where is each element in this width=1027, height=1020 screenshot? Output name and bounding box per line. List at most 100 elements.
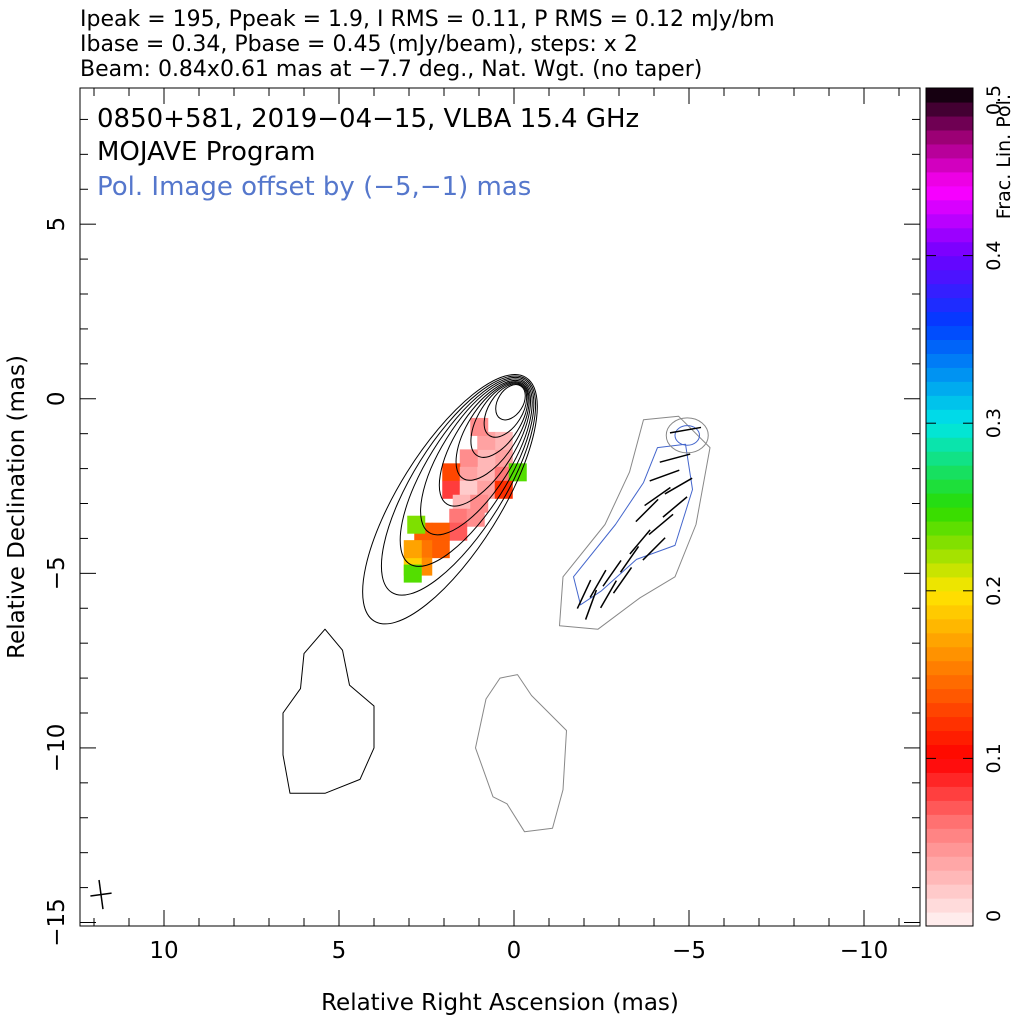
evpa-vector [642,537,666,561]
colorbar-swatch [926,213,973,229]
x-tick-label: −5 [672,938,706,964]
plot-frame [79,87,921,927]
colorbar-swatch [926,325,973,340]
x-tick-label: −10 [840,938,889,964]
colorbar-tick-label: 0.2 [983,576,1005,606]
colorbar-tick-label: 0.3 [983,408,1005,438]
header-line-3: Beam: 0.84x0.61 mas at −7.7 deg., Nat. W… [80,57,702,82]
colorbar-swatch [926,576,973,592]
plot-content [90,374,711,910]
colorbar-swatch [926,744,973,759]
intensity-contour [399,376,535,567]
evpa-vector [619,546,640,573]
evpa-vector [599,580,618,609]
colorbar-swatch [926,493,973,508]
colorbar-swatch [926,507,973,522]
colorbar-swatch [926,912,973,927]
frac-pol-pixel [403,564,422,583]
colorbar-swatch [926,157,973,173]
y-tick-label: 0 [44,391,70,406]
colorbar-swatch [926,842,973,857]
colorbar-tick-label: 0.4 [983,240,1005,270]
colorbar-swatch [926,758,973,773]
colorbar-swatch [926,451,973,466]
colorbar-swatch [926,409,973,424]
colorbar-swatch [926,716,973,732]
colorbar-swatch [926,227,973,243]
colorbar-swatch [926,297,973,313]
x-tick-label: 5 [332,938,347,964]
colorbar-swatch [926,828,973,843]
frac-pol-pixel [442,463,461,482]
colorbar-swatch [926,688,973,704]
intensity-contour [470,382,529,458]
intensity-contour [495,384,526,421]
colorbar-swatch [926,632,973,648]
x-tick-label: 10 [149,938,178,964]
frac-pol-pixel [470,494,489,513]
y-tick-label: −5 [44,556,70,590]
colorbar-swatch [926,241,973,257]
colorbar-swatch [926,381,973,396]
intensity-contour [380,375,537,596]
evpa-vector [644,486,671,507]
frac-pol-pixel [466,508,485,527]
colorbar-tick-label: 0 [983,910,1005,922]
beam-minor-axis [90,892,112,897]
colorbar-swatch [926,856,973,871]
colorbar-swatch [926,548,973,564]
y-tick-label: 5 [44,217,70,232]
evpa-vector [589,569,607,598]
intensity-contour [455,381,530,481]
colorbar-swatch [926,171,973,187]
evpa-vector [612,566,633,594]
colorbar-swatch [926,437,973,452]
frac-pol-pixel [449,508,468,527]
colorbar-swatch [926,772,973,787]
pol-knot-outer-contour [665,417,709,454]
y-tick-label: −15 [44,898,70,947]
colorbar-swatch [926,353,973,368]
colorbar-swatch [926,185,973,201]
colorbar-swatch [926,115,973,131]
intensity-contour [420,378,533,536]
colorbar-swatch [926,814,973,829]
intensity-contour [483,383,528,438]
colorbar-swatch [926,101,973,117]
evpa-vector [602,560,622,587]
colorbar-swatch [926,534,973,550]
colorbar: 0 0.1 0.2 0.3 0.4 0.5 [926,85,1005,927]
pol-inner-contour [573,443,693,606]
colorbar-swatch [926,339,973,354]
pol-knot-contour [674,425,700,446]
y-tick-label: −10 [44,724,70,773]
colorbar-swatch [926,898,973,913]
evpa-vector [664,477,693,495]
extended-intensity-contour [282,628,375,794]
colorbar-swatch [926,88,973,103]
colorbar-swatch [926,520,973,536]
colorbar-swatch [926,674,973,690]
evpa-vector [662,496,688,518]
colorbar-swatch [926,255,973,271]
intensity-contour [438,379,532,507]
colorbar-swatch [926,423,973,438]
colorbar-tick-label: 0.1 [983,743,1005,773]
pol-offset-annotation: Pol. Image offset by (−5,−1) mas [97,172,531,202]
colorbar-swatch [926,590,973,606]
colorbar-swatch [926,870,973,885]
axis-ticks: 10 5 0 −5 −10 5 0 −5 −10 −15 [44,88,920,964]
colorbar-swatch [926,129,973,145]
colorbar-swatch [926,660,973,676]
colorbar-swatch [926,367,973,382]
colorbar-swatch [926,479,973,494]
evpa-vector [669,426,702,434]
colorbar-swatch [926,884,973,899]
colorbar-label: Frac. Lin. Pol. [993,94,1015,219]
evpa-vector [648,513,674,536]
evpa-vector [576,579,592,609]
evpa-vector [659,453,691,463]
colorbar-swatch [926,562,973,578]
colorbar-swatch [926,618,973,634]
